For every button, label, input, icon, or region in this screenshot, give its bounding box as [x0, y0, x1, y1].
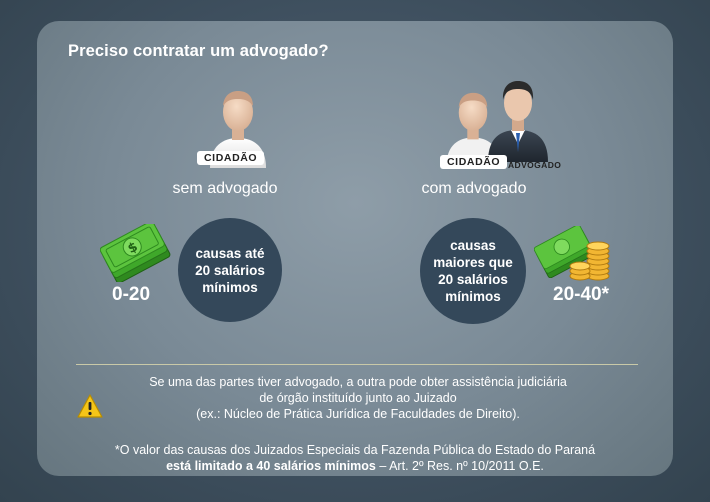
- range-0-20: 0-20: [112, 284, 151, 305]
- warning-icon: [77, 394, 103, 418]
- range-20-40: 20-40*: [553, 284, 609, 305]
- footnote-rest: – Art. 2º Res. nº 10/2011 O.E.: [375, 459, 544, 473]
- bubble-line: 20 salários: [438, 272, 508, 287]
- caption-with-lawyer: com advogado: [421, 180, 527, 197]
- bubble-line: maiores que: [433, 255, 513, 270]
- citizen-badge: CIDADÃO: [197, 151, 265, 165]
- coins-icon: [569, 241, 610, 281]
- caption-without-lawyer: sem advogado: [172, 180, 278, 197]
- assistance-notice: Se uma das partes tiver advogado, a outr…: [108, 374, 608, 422]
- page-title: Preciso contratar um advogado?: [68, 42, 329, 60]
- notice-line: Se uma das partes tiver advogado, a outr…: [149, 375, 567, 389]
- lawyer-icon: [488, 81, 548, 162]
- footnote-bold: está limitado a 40 salários mínimos: [166, 459, 376, 473]
- money-icon: $: [100, 224, 171, 282]
- lawyer-badge: ADVOGADO: [508, 160, 562, 170]
- money-icon: [534, 226, 595, 278]
- notice-line: de órgão instituído junto ao Juizado: [259, 391, 457, 405]
- citizen-badge: CIDADÃO: [440, 155, 508, 169]
- bubble-line: mínimos: [202, 279, 258, 295]
- bubble-line: causas até: [195, 245, 265, 261]
- divider: [76, 364, 638, 365]
- bubble-line: 20 salários: [195, 262, 265, 278]
- footnote-line1: *O valor das causas dos Juizados Especia…: [114, 443, 596, 457]
- bubble-large-claims: causas maiores que 20 salários mínimos: [420, 218, 526, 324]
- bubble-line: causas: [450, 238, 496, 253]
- bubble-line: mínimos: [445, 289, 501, 304]
- notice-line: (ex.: Núcleo de Prática Jurídica de Facu…: [196, 407, 520, 421]
- footnote-line2: está limitado a 40 salários mínimos – Ar…: [60, 458, 650, 474]
- footnote: *O valor das causas dos Juizados Especia…: [60, 442, 650, 474]
- bubble-small-claims: causas até 20 salários mínimos: [178, 218, 282, 322]
